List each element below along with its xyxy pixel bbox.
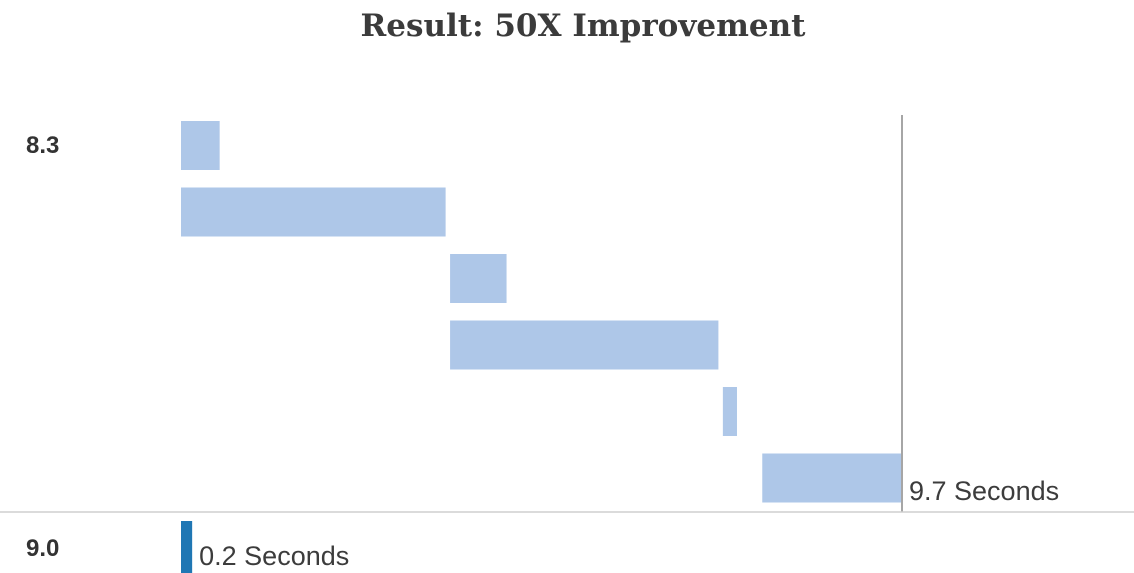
step-bar [181, 121, 220, 170]
row-group-8-3: 8.3 9.7 Seconds [26, 115, 1059, 512]
step-bar [181, 521, 193, 573]
step-bar [762, 453, 902, 503]
row-label: 8.3 [26, 132, 59, 159]
chart-title: Result: 50X Improvement [361, 8, 807, 44]
row-bars [181, 121, 902, 503]
row-group-9-0: 9.0 0.2 Seconds [26, 521, 349, 573]
step-bar [450, 320, 719, 370]
step-bar [450, 254, 507, 303]
row-label: 9.0 [26, 535, 59, 562]
step-bar [181, 187, 446, 237]
total-time-label: 0.2 Seconds [199, 541, 349, 571]
step-bar [722, 387, 737, 436]
total-time-label: 9.7 Seconds [909, 476, 1059, 506]
row-bars [181, 521, 193, 573]
